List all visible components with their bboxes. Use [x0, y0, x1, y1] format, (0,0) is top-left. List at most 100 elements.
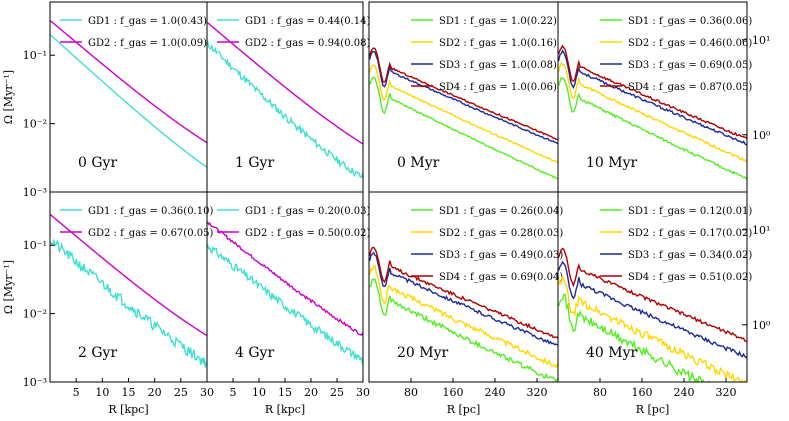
- legend-entry: SD4 : f_gas = 0.69(0.04): [439, 272, 563, 283]
- x-tick-label: 160: [632, 386, 653, 399]
- y-axis-label: Ω [Myr⁻¹]: [2, 260, 15, 314]
- series-line-sd1: [558, 76, 747, 180]
- x-tick-label: 80: [593, 386, 607, 399]
- panel-gd-4gyr: GD1 : f_gas = 0.20(0.03) GD2 : f_gas = 0.…: [206, 191, 370, 416]
- series-line-sd1: [558, 293, 711, 382]
- y-tick-label-right: 10⁰: [752, 129, 771, 142]
- x-tick-label: 15: [122, 386, 136, 399]
- series-line-sd4: [369, 246, 558, 340]
- panel-sd-40myr: SD1 : f_gas = 0.12(0.01) SD2 : f_gas = 0.…: [557, 191, 771, 416]
- series-line-sd2: [558, 61, 747, 163]
- x-tick-label: 240: [485, 386, 506, 399]
- panel-sd-10myr: SD1 : f_gas = 0.36(0.06) SD2 : f_gas = 0.…: [557, 1, 771, 193]
- series-line-sd3: [369, 251, 558, 346]
- y-tick-label: 10⁻¹: [23, 49, 47, 62]
- x-axis-label: R [pc]: [447, 403, 481, 416]
- legend-entry: SD1 : f_gas = 0.26(0.04): [439, 206, 563, 217]
- legend-entry: GD1 : f_gas = 0.44(0.14): [245, 16, 370, 27]
- y-tick-label: 10⁻¹: [23, 239, 47, 252]
- y-tick-label: 10⁻²: [23, 308, 47, 321]
- panels-layer: GD1 : f_gas = 1.0(0.43) GD2 : f_gas = 1.0…: [2, 1, 771, 416]
- time-label: 0 Myr: [397, 155, 440, 171]
- x-axis-label: R [kpc]: [265, 403, 305, 416]
- series-line-sd4: [558, 44, 747, 141]
- series-line-gd2: [50, 20, 207, 144]
- y-tick-label: 10⁻²: [23, 118, 47, 131]
- legend-entry: SD4 : f_gas = 0.87(0.05): [628, 82, 752, 93]
- panel-gd-2gyr: GD1 : f_gas = 0.36(0.10) GD2 : f_gas = 0.…: [2, 191, 214, 416]
- panel-gd-1gyr: GD1 : f_gas = 0.44(0.14) GD2 : f_gas = 0.…: [206, 1, 370, 193]
- legend-entry: GD1 : f_gas = 1.0(0.43): [88, 16, 207, 27]
- legend-entry: SD4 : f_gas = 0.51(0.02): [628, 272, 752, 283]
- series-line-sd2: [369, 264, 558, 370]
- legend-entry: SD1 : f_gas = 0.36(0.06): [628, 16, 752, 27]
- series-line-sd2: [369, 64, 558, 164]
- x-tick-label: 320: [527, 386, 548, 399]
- series-line-gd1: [50, 238, 207, 368]
- legend-entry: GD1 : f_gas = 0.36(0.10): [88, 206, 213, 217]
- legend-entry: SD3 : f_gas = 0.49(0.03): [439, 250, 563, 261]
- time-label: 4 Gyr: [235, 345, 274, 361]
- legend-entry: SD3 : f_gas = 0.34(0.02): [628, 250, 752, 261]
- panel-frame: [557, 191, 748, 383]
- series-line-gd2: [207, 22, 363, 145]
- series-line-sd3: [558, 49, 747, 146]
- series-line-sd3: [558, 260, 747, 359]
- legend-entry: SD1 : f_gas = 1.0(0.22): [439, 16, 557, 27]
- x-tick-label: 20: [304, 386, 318, 399]
- time-label: 1 Gyr: [235, 155, 274, 171]
- series-line-gd1: [50, 34, 207, 169]
- panel-sd-20myr: SD1 : f_gas = 0.26(0.04) SD2 : f_gas = 0.…: [368, 191, 563, 416]
- time-label: 10 Myr: [586, 155, 638, 171]
- x-tick-label: 320: [716, 386, 737, 399]
- x-tick-label: 10: [95, 386, 109, 399]
- legend-entry: GD1 : f_gas = 0.20(0.03): [245, 206, 370, 217]
- legend-entry: GD2 : f_gas = 0.94(0.08): [245, 38, 370, 49]
- series-line-gd2: [207, 221, 363, 338]
- legend-entry: SD2 : f_gas = 0.17(0.02): [628, 228, 752, 239]
- x-tick-label: 10: [252, 386, 266, 399]
- legend-entry: GD2 : f_gas = 0.50(0.02): [245, 228, 370, 239]
- panel-frame: [49, 191, 208, 383]
- panel-gd-0gyr: GD1 : f_gas = 1.0(0.43) GD2 : f_gas = 1.0…: [2, 1, 208, 199]
- y-tick-label-right: 10¹: [752, 224, 770, 237]
- legend-entry: SD2 : f_gas = 1.0(0.16): [439, 38, 557, 49]
- panel-sd-0myr: SD1 : f_gas = 1.0(0.22) SD2 : f_gas = 1.0…: [368, 1, 559, 193]
- legend-entry: SD2 : f_gas = 0.46(0.06): [628, 38, 752, 49]
- y-tick-label: 10⁻³: [23, 376, 47, 389]
- panel-frame: [206, 191, 364, 383]
- series-line-sd4: [369, 47, 558, 141]
- time-label: 40 Myr: [586, 345, 638, 361]
- x-tick-label: 20: [148, 386, 162, 399]
- time-label: 2 Gyr: [78, 345, 117, 361]
- x-tick-label: 30: [356, 386, 370, 399]
- x-tick-label: 15: [278, 386, 292, 399]
- series-line-sd4: [558, 247, 747, 343]
- series-line-sd3: [369, 51, 558, 145]
- y-tick-label-right: 10⁰: [752, 319, 771, 332]
- series-line-sd1: [369, 76, 558, 180]
- legend-entry: SD4 : f_gas = 1.0(0.06): [439, 82, 557, 93]
- y-tick-label-right: 10¹: [752, 34, 770, 47]
- x-tick-label: 5: [73, 386, 80, 399]
- x-axis-label: R [pc]: [636, 403, 670, 416]
- x-tick-label: 25: [174, 386, 188, 399]
- x-tick-label: 240: [674, 386, 695, 399]
- panel-frame: [49, 1, 208, 193]
- legend-entry: SD2 : f_gas = 0.28(0.03): [439, 228, 563, 239]
- series-line-sd2: [558, 274, 747, 382]
- x-tick-label: 25: [330, 386, 344, 399]
- legend-entry: SD3 : f_gas = 1.0(0.08): [439, 60, 557, 71]
- legend-entry: GD2 : f_gas = 0.67(0.05): [88, 228, 213, 239]
- series-line-gd2: [50, 214, 207, 337]
- x-tick-label: 30: [200, 386, 214, 399]
- x-axis-label: R [kpc]: [108, 403, 148, 416]
- series-line-sd1: [369, 278, 558, 382]
- x-tick-label: 80: [404, 386, 418, 399]
- series-line-gd1: [207, 40, 363, 180]
- time-label: 0 Gyr: [78, 155, 117, 171]
- legend-entry: SD3 : f_gas = 0.69(0.05): [628, 60, 752, 71]
- x-tick-label: 5: [230, 386, 237, 399]
- legend-entry: GD2 : f_gas = 1.0(0.09): [88, 38, 207, 49]
